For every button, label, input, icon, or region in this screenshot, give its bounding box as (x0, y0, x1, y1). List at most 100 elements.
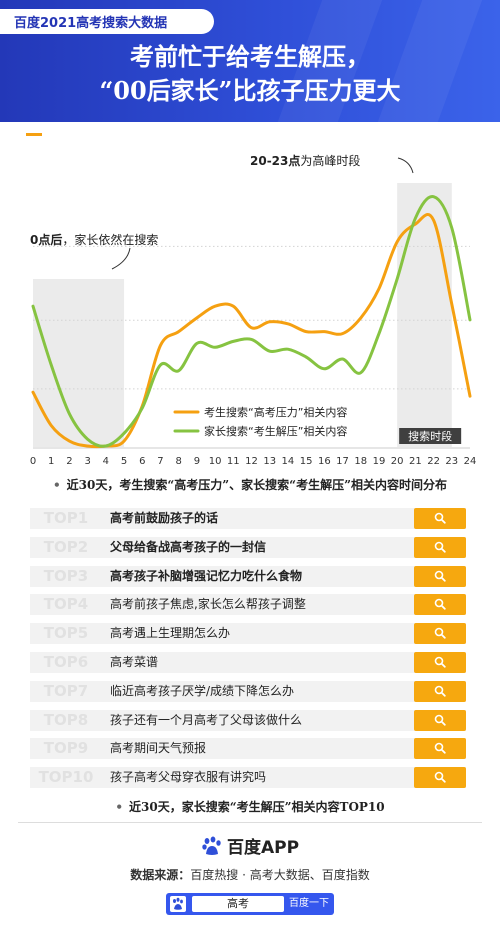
list-item: TOP7 临近高考孩子厌学/成绩下降怎么办 (30, 680, 466, 702)
search-icon (434, 656, 446, 668)
chart-svg: 0 1 2 3 4 5 6 7 8 9 10 11 12 13 14 15 16 17 18 19 20 21 22 23 24… (30, 153, 477, 467)
annotation-peak: 20-23点为高峰时段 (250, 153, 360, 168)
shaded-window (33, 279, 125, 447)
source-label: 数据来源： (130, 868, 191, 882)
legend-label: 家长搜索“考生解压”相关内容 (204, 424, 347, 438)
list-item: TOP1 高考前鼓励孩子的话 (30, 508, 466, 529)
query-text: 高考菜谱 (110, 654, 159, 669)
annotation-midnight: 0点后，家长依然在搜索 (30, 232, 158, 247)
rank-badge: TOP8 (30, 709, 102, 731)
x-tick-label: 5 (121, 456, 127, 467)
x-tick-label: 2 (66, 456, 72, 467)
query-text: 高考孩子补脑增强记忆力吃什么食物 (110, 568, 303, 583)
search-paw-icon (170, 896, 186, 912)
annotation-pointer (397, 157, 414, 174)
section-accent-dash (26, 133, 42, 136)
x-tick-label: 7 (157, 456, 163, 467)
rank-badge: TOP6 (30, 651, 102, 673)
header-banner: 百度2021高考搜索大数据 考前忙于给考生解压， “00后家长”比孩子压力更大 (0, 0, 500, 122)
search-input[interactable]: 高考 (192, 896, 284, 912)
query-text: 父母给备战高考孩子的一封信 (110, 539, 267, 554)
chart-caption-text: 近30天，考生搜索“高考压力”、家长搜索“考生解压”相关内容时间分布 (66, 478, 447, 492)
list-item: TOP6 高考菜谱 (30, 651, 466, 673)
rank-badge: TOP9 (30, 738, 102, 760)
search-query-button[interactable] (414, 767, 466, 789)
search-button[interactable]: 百度一下 (289, 898, 329, 909)
search-query-button[interactable] (414, 594, 466, 616)
footer-divider (18, 822, 482, 823)
search-query-button[interactable] (414, 623, 466, 645)
search-query-button[interactable] (414, 508, 466, 529)
rank-badge: TOP5 (30, 623, 102, 645)
legend-label: 考生搜索“高考压力”相关内容 (204, 405, 347, 419)
list-item: TOP5 高考遇上生理期怎么办 (30, 623, 466, 645)
search-icon (434, 541, 446, 553)
headline: 考前忙于给考生解压， “00后家长”比孩子压力更大 (0, 40, 500, 108)
query-text: 高考期间天气预报 (110, 741, 207, 756)
search-query-button[interactable] (414, 680, 466, 702)
x-tick-label: 16 (318, 456, 331, 467)
time-distribution-chart: 0 1 2 3 4 5 6 7 8 9 10 11 12 13 14 15 16 17 18 19 20 21 22 23 24… (0, 145, 500, 470)
list-item: TOP10 孩子高考父母穿衣服有讲究吗 (30, 767, 466, 789)
list-item: TOP3 高考孩子补脑增强记忆力吃什么食物 (30, 565, 466, 587)
x-tick-label: 6 (139, 456, 145, 467)
series-line-2 (31, 195, 472, 448)
x-tick-label: 18 (354, 456, 367, 467)
x-tick-label: 1 (48, 456, 54, 467)
shaded-window (397, 183, 452, 447)
search-query-button[interactable] (414, 651, 466, 673)
rank-badge: TOP2 (30, 536, 102, 558)
data-source: 数据来源：百度热搜 · 高考大数据、百度指数 (0, 866, 500, 883)
headline-line-2: “00后家长”比孩子压力更大 (99, 76, 401, 105)
query-text: 孩子还有一个月高考了父母该做什么 (110, 712, 303, 727)
x-tick-label: 21 (409, 456, 422, 467)
x-tick-label: 10 (209, 456, 222, 467)
search-query-button[interactable] (414, 709, 466, 731)
window-label-box (399, 428, 462, 444)
rank-badge: TOP3 (30, 565, 102, 587)
search-icon (434, 714, 446, 726)
search-query-button[interactable] (414, 536, 466, 558)
x-tick-label: 3 (84, 456, 90, 467)
search-icon (434, 771, 446, 783)
x-tick-label: 4 (103, 456, 109, 467)
search-icon (434, 685, 446, 697)
search-icon (434, 627, 446, 639)
search-query-button[interactable] (414, 738, 466, 760)
source-text: 百度热搜 · 高考大数据、百度指数 (190, 868, 370, 882)
rank-badge: TOP1 (30, 508, 102, 529)
list-item: TOP4 高考前孩子焦虑,家长怎么帮孩子调整 (30, 594, 466, 616)
search-query-button[interactable] (414, 565, 466, 587)
search-bar: 高考 百度一下 (166, 893, 334, 915)
query-text: 临近高考孩子厌学/成绩下降怎么办 (110, 683, 295, 698)
x-tick-label: 12 (245, 456, 258, 467)
x-tick-label: 19 (373, 456, 386, 467)
list-item: TOP9 高考期间天气预报 (30, 738, 466, 760)
brand-pill: 百度2021高考搜索大数据 (0, 9, 214, 34)
headline-line-1: 考前忙于给考生解压， (130, 42, 370, 71)
x-tick-label: 0 (30, 456, 36, 467)
search-icon (434, 512, 446, 524)
list-caption-text: 近30天，家长搜索“考生解压”相关内容TOP10 (129, 800, 385, 814)
x-tick-label: 11 (227, 456, 240, 467)
chart-caption: • 近30天，考生搜索“高考压力”、家长搜索“考生解压”相关内容时间分布 (53, 478, 447, 492)
search-icon (434, 599, 446, 611)
baidu-app-logo: 百度APP (0, 833, 500, 861)
x-tick-label: 20 (391, 456, 404, 467)
x-tick-label: 9 (194, 456, 200, 467)
rank-badge: TOP7 (30, 680, 102, 702)
x-tick-label: 15 (300, 456, 313, 467)
query-text: 孩子高考父母穿衣服有讲究吗 (110, 770, 267, 785)
query-text: 高考遇上生理期怎么办 (110, 626, 231, 641)
window-label: 搜索时段 (408, 429, 452, 443)
rank-badge: TOP4 (30, 594, 102, 616)
query-text: 高考前孩子焦虑,家长怎么帮孩子调整 (110, 597, 306, 612)
search-icon (434, 743, 446, 755)
x-tick-label: 23 (445, 456, 458, 467)
paw-icon (202, 836, 221, 855)
top-ten-list: TOP1 高考前鼓励孩子的话 TOP2 父母给备战高考孩子的一封信 TOP3 高考孩子补脑… (30, 508, 466, 796)
list-item: TOP8 孩子还有一个月高考了父母该做什么 (30, 709, 466, 731)
app-name: 百度APP (226, 838, 300, 858)
list-caption: • 近30天，家长搜索“考生解压”相关内容TOP10 (115, 800, 385, 814)
list-item: TOP2 父母给备战高考孩子的一封信 (30, 536, 466, 558)
